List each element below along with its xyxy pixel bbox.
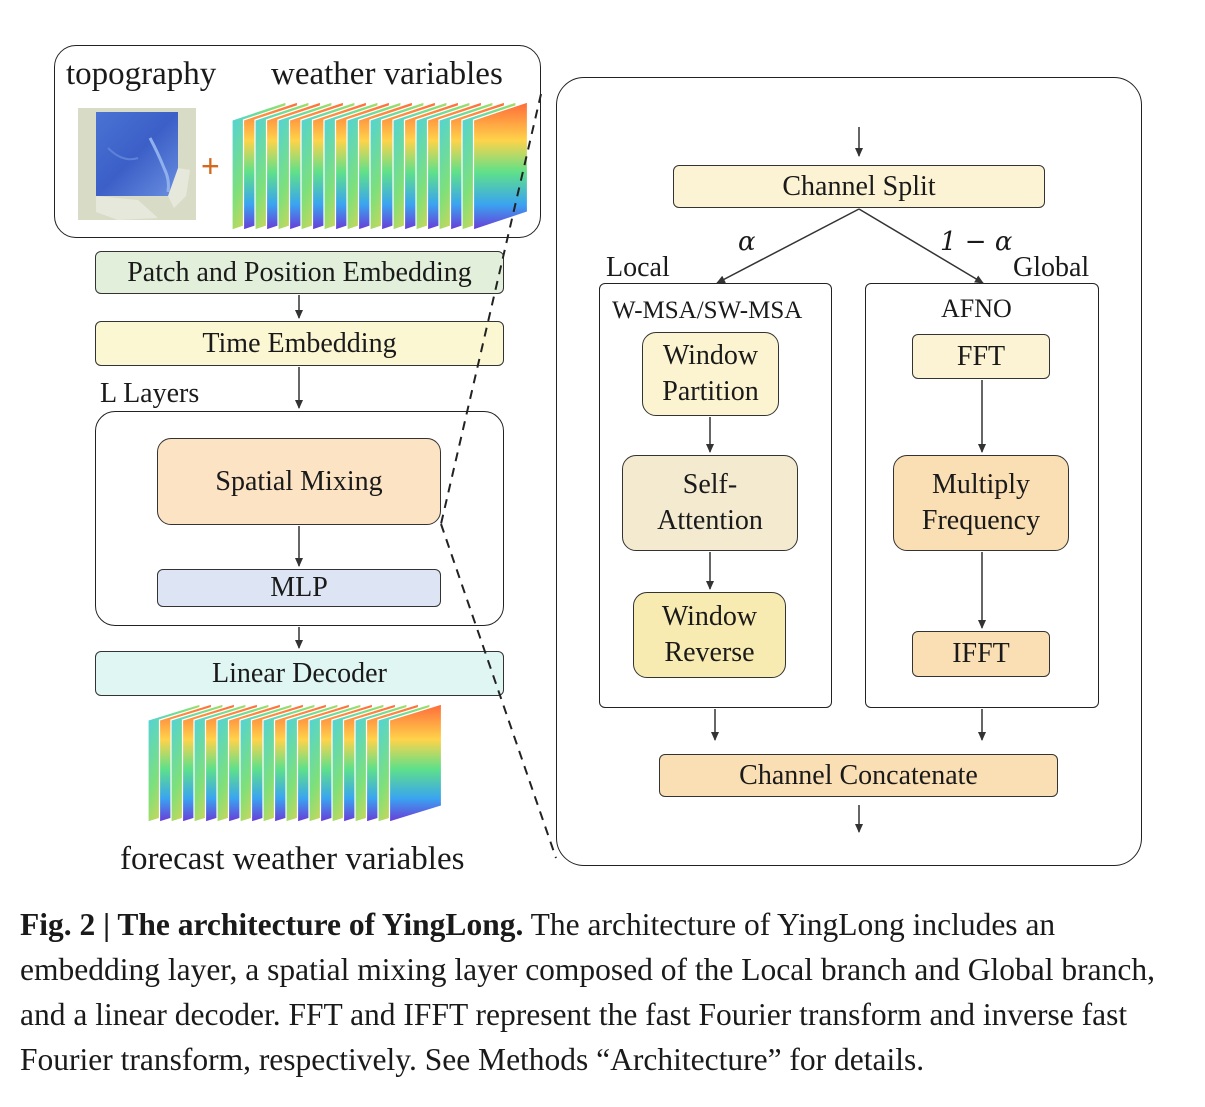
weather-variables-label: weather variables <box>271 56 503 92</box>
architecture-diagram: topography weather variables + <box>54 45 1142 877</box>
arrow-split-to-global <box>858 208 984 284</box>
arrow-split-to-local <box>716 208 860 284</box>
channel-split-block: Channel Split <box>673 165 1045 208</box>
spatial-mixing-detail-panel <box>556 77 1142 866</box>
multiply-frequency-line2: Frequency <box>921 505 1041 536</box>
afno-title: AFNO <box>941 294 1012 323</box>
figure-caption: Fig. 2 | The architecture of YingLong. T… <box>20 902 1190 1082</box>
weather-variables-stack-image <box>232 102 529 230</box>
channel-concatenate-block: Channel Concatenate <box>659 754 1058 797</box>
weather-slice <box>388 704 443 822</box>
linear-decoder-block: Linear Decoder <box>95 651 504 696</box>
global-branch-label: Global <box>1013 252 1090 283</box>
self-attention-line2: Attention <box>657 505 763 536</box>
plus-sign: + <box>201 148 220 184</box>
mlp-block: MLP <box>157 569 441 607</box>
window-partition-block: Window Partition <box>642 332 779 416</box>
connectors <box>295 93 986 859</box>
zoom-line-upper <box>440 93 542 525</box>
local-branch-panel <box>599 283 832 708</box>
time-embedding-block: Time Embedding <box>95 321 504 366</box>
topography-label: topography <box>66 56 217 92</box>
forecast-weather-variables-label: forecast weather variables <box>120 841 465 877</box>
patch-position-embedding-block: Patch and Position Embedding <box>95 251 504 294</box>
spatial-mixing-block: Spatial Mixing <box>157 438 441 525</box>
self-attention-line1: Self- <box>682 469 738 500</box>
w-msa-title: W-MSA/SW-MSA <box>612 297 803 324</box>
window-partition-line1: Window <box>662 340 759 371</box>
window-partition-line2: Partition <box>662 376 759 407</box>
self-attention-block: Self- Attention <box>622 455 798 551</box>
weather-slice <box>472 102 529 230</box>
caption-fig-label: Fig. 2 | The architecture of YingLong. <box>20 907 524 942</box>
l-layers-label: L Layers <box>100 378 200 409</box>
forecast-weather-stack-image <box>148 704 443 822</box>
local-branch-label: Local <box>606 252 670 283</box>
multiply-frequency-block: Multiply Frequency <box>893 455 1069 551</box>
topography-map-image <box>78 108 196 220</box>
window-reverse-line2: Reverse <box>664 637 755 668</box>
layers-panel <box>95 411 504 626</box>
input-panel <box>54 45 541 238</box>
fft-block: FFT <box>912 334 1050 379</box>
window-reverse-block: Window Reverse <box>633 592 786 678</box>
ifft-block: IFFT <box>912 631 1050 677</box>
alpha-label: α <box>738 227 756 257</box>
one-minus-alpha-label: 1 − α <box>940 227 1013 257</box>
zoom-line-lower <box>440 523 557 859</box>
window-reverse-line1: Window <box>661 601 758 632</box>
multiply-frequency-line1: Multiply <box>931 469 1030 500</box>
caption-text: The architecture of YingLong includes an… <box>20 907 1155 1077</box>
